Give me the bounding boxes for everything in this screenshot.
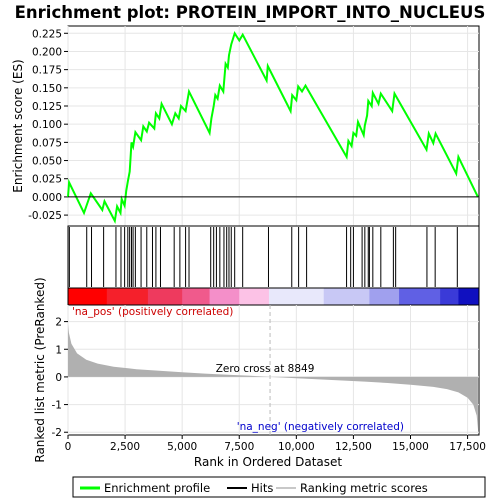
metric-y-label: Ranked list metric (PreRanked)	[33, 277, 47, 462]
es-y-tick-label: 0.175	[32, 65, 62, 77]
es-y-tick-label: 0.150	[32, 83, 62, 95]
heatbar-segment	[458, 288, 480, 305]
x-tick-label: 10,000	[278, 441, 315, 453]
x-tick-label: 7,500	[224, 441, 254, 453]
legend-label-hits: Hits	[251, 481, 273, 495]
legend: Enrichment profile Hits Ranking metric s…	[72, 476, 486, 498]
es-y-tick-label: 0.000	[32, 192, 62, 204]
ranking-metric-area	[68, 324, 478, 430]
heatbar-segment	[239, 288, 270, 305]
heatbar-segment	[440, 288, 459, 305]
es-y-label: Enrichment score (ES)	[11, 59, 25, 192]
heatbar-segment	[268, 288, 325, 305]
heatbar-segment	[209, 288, 240, 305]
legend-label-ranking-metric: Ranking metric scores	[300, 481, 428, 495]
negative-correlation-label: 'na_neg' (negatively correlated)	[237, 421, 404, 433]
metric-y-tick-label: -1	[52, 400, 62, 412]
x-axis: 0 2,500 5,000 7,500 10,000 12,500 15,000 17,500	[65, 435, 486, 453]
x-axis-label: Rank in Ordered Dataset	[194, 455, 342, 469]
x-tick-label: 17,500	[449, 441, 486, 453]
es-y-tick-label: 0.125	[32, 101, 62, 113]
heatbar-segment	[399, 288, 441, 305]
es-y-tick-label: 0.050	[32, 156, 62, 168]
es-y-tick-label: -0.025	[28, 210, 62, 222]
es-y-tick-label: 0.075	[32, 137, 62, 149]
es-y-tick-label: 0.200	[32, 46, 62, 58]
x-tick-label: 12,500	[335, 441, 372, 453]
legend-label-enrichment-profile: Enrichment profile	[104, 481, 210, 495]
metric-y-tick-label: 0	[55, 372, 62, 384]
hits-panel-frame	[67, 225, 480, 289]
metric-y-tick-label: -2	[52, 427, 62, 439]
chart-title: Enrichment plot: PROTEIN_IMPORT_INTO_NUC…	[15, 3, 486, 22]
es-y-tick-label: 0.100	[32, 119, 62, 131]
heatbar-segment	[68, 288, 108, 305]
x-tick-label: 0	[65, 441, 72, 453]
heatbar-segment	[147, 288, 183, 305]
hits-panel	[67, 225, 480, 289]
es-y-tick-label: 0.225	[32, 28, 62, 40]
heatbar-segment	[369, 288, 400, 305]
rank-heatbar	[68, 288, 480, 305]
x-tick-label: 2,500	[110, 441, 140, 453]
metric-y-tick-label: 1	[55, 344, 62, 356]
heatbar-segment	[182, 288, 211, 305]
enrichment-profile-line	[67, 30, 479, 225]
es-y-axis: -0.025 0.000 0.025 0.050 0.075 0.100 0.125 0.15…	[28, 28, 68, 222]
metric-y-tick-label: 2	[55, 317, 62, 329]
heatbar-segment	[106, 288, 149, 305]
metric-y-axis: -2 -1 0 1 2	[52, 317, 68, 439]
es-panel: -0.025 0.000 0.025 0.050 0.075 0.100 0.125 0.15…	[28, 25, 480, 227]
heatbar-segment	[323, 288, 370, 305]
es-gridlines	[67, 26, 479, 226]
zero-cross-label: Zero cross at 8849	[216, 363, 315, 375]
x-tick-label: 5,000	[167, 441, 197, 453]
metric-panel: -2 -1 0 1 2 'na_pos' (positively correlated)…	[52, 304, 480, 439]
positive-correlation-label: 'na_pos' (positively correlated)	[72, 306, 233, 318]
es-panel-frame	[67, 25, 480, 227]
hit-lines	[68, 227, 458, 287]
es-y-tick-label: 0.025	[32, 174, 62, 186]
x-tick-label: 15,000	[392, 441, 429, 453]
